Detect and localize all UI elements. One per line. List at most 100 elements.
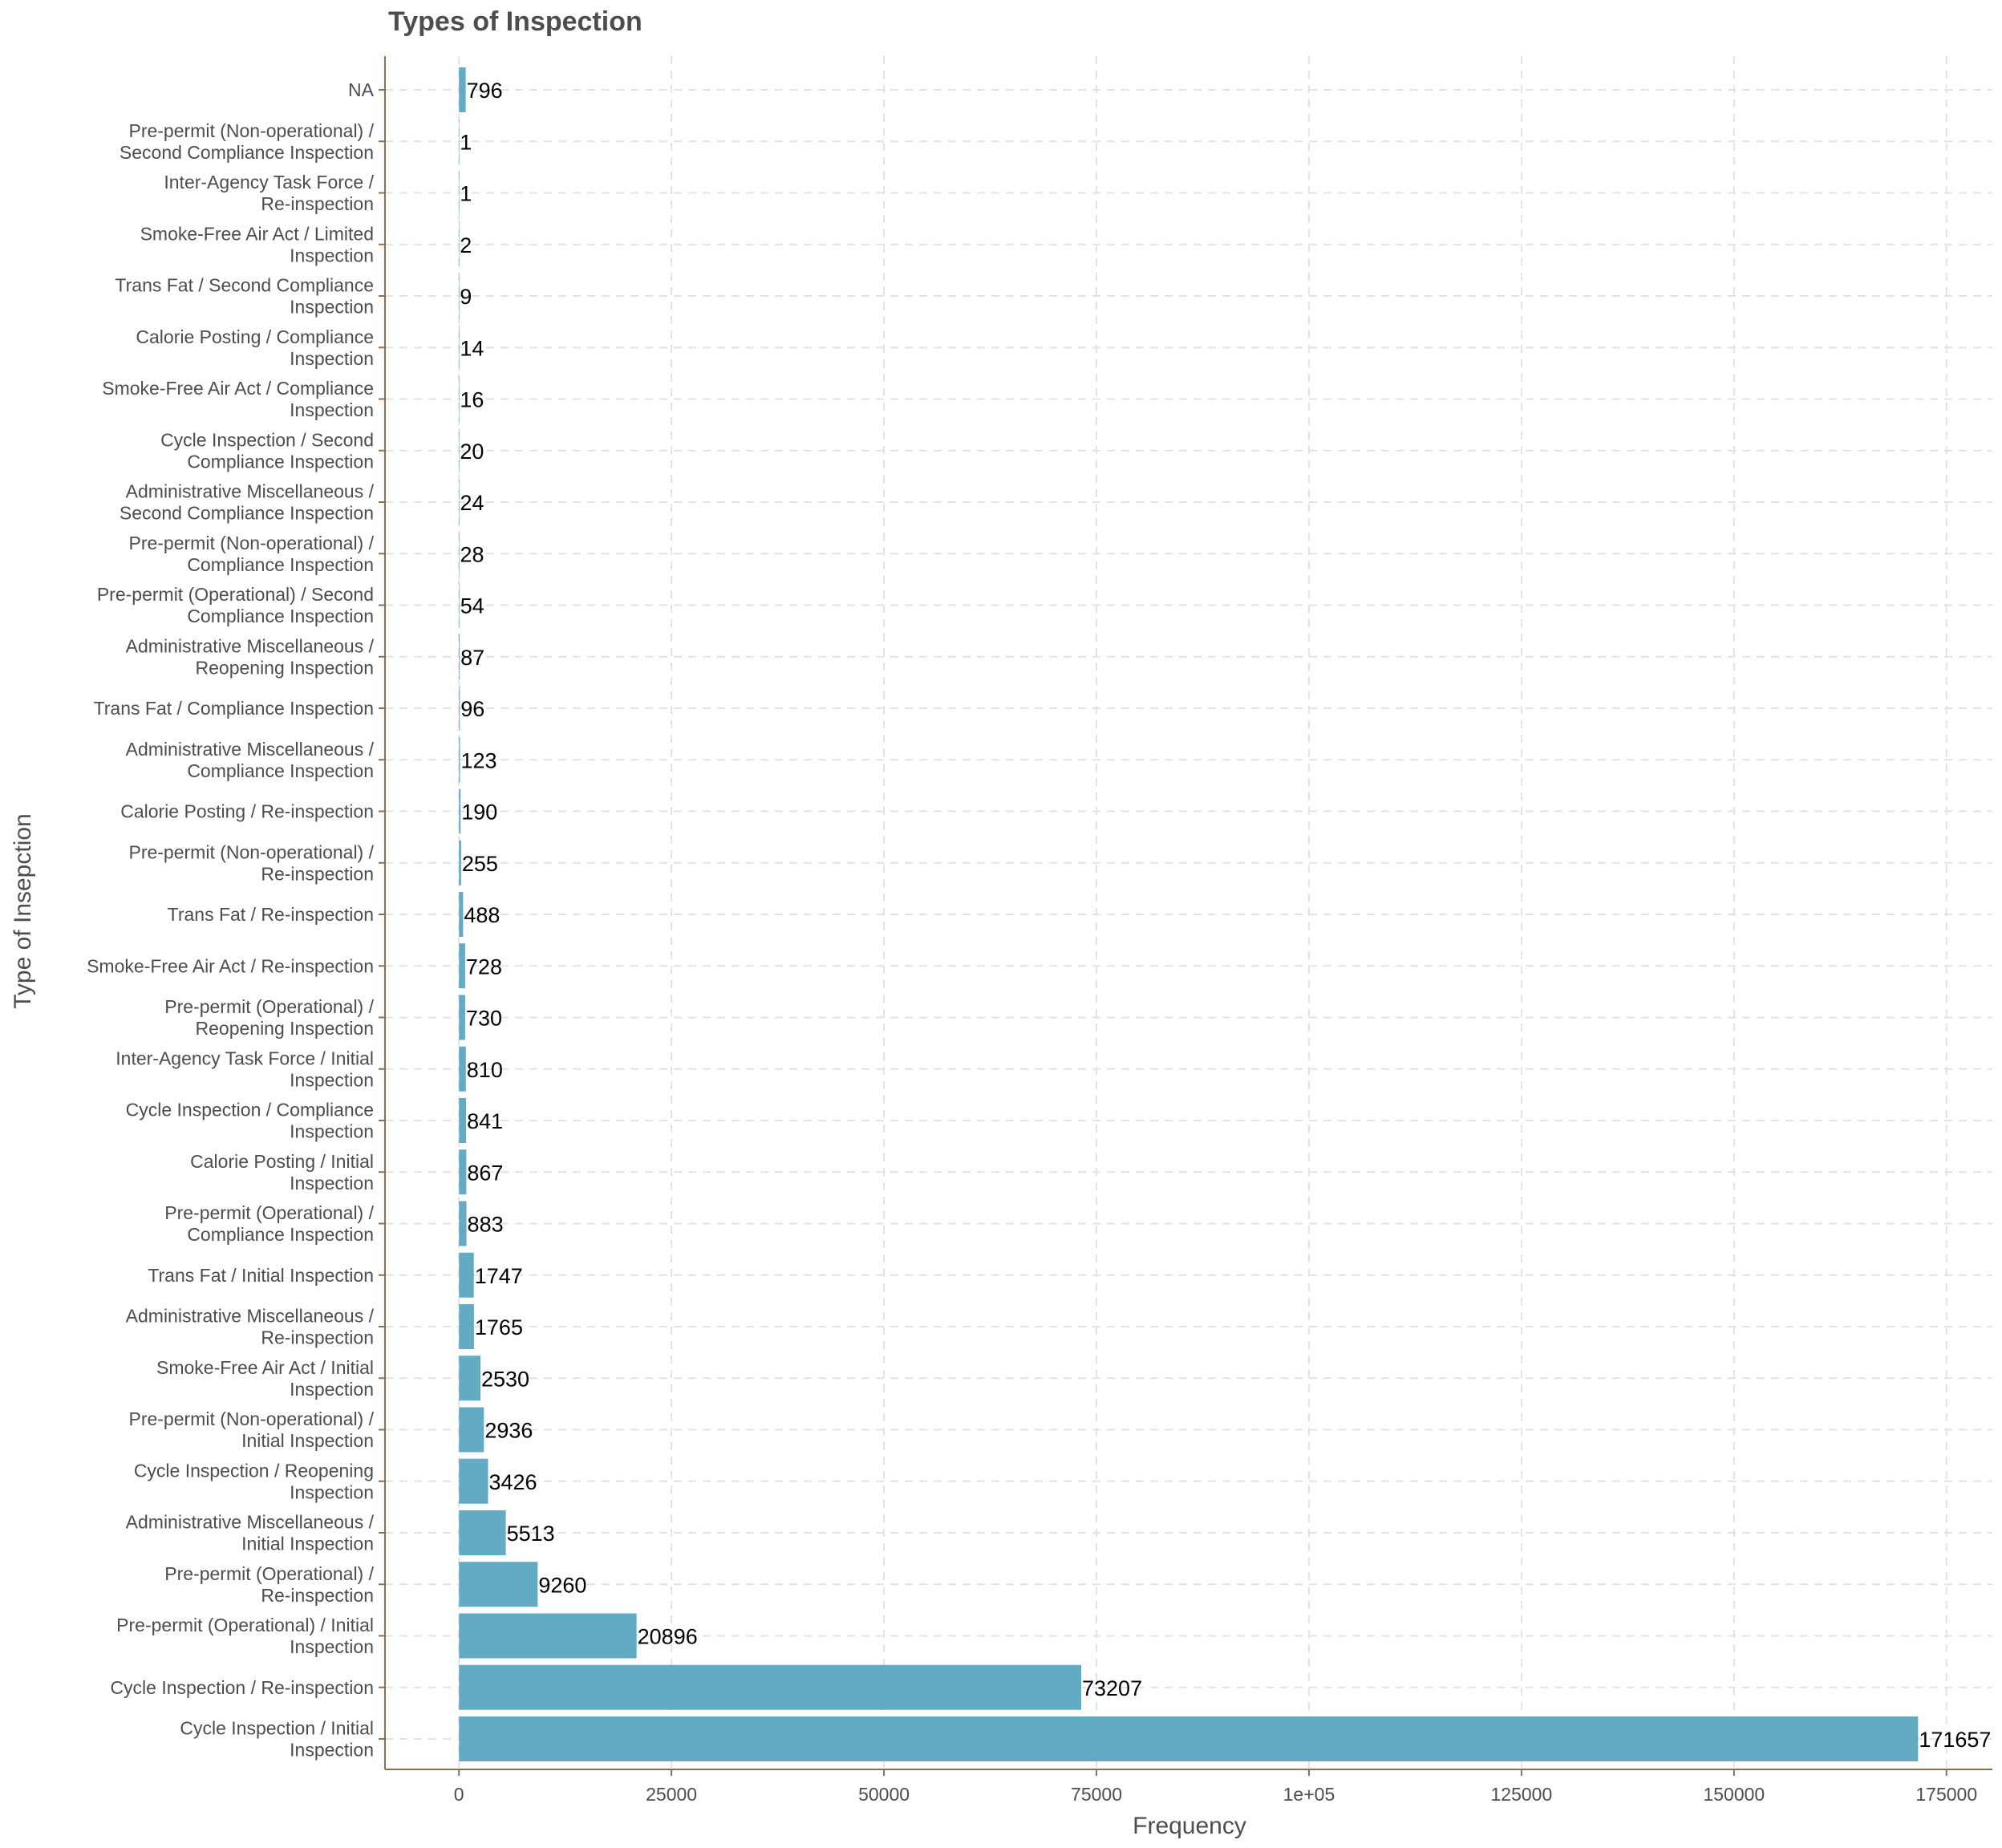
- bar: [459, 1149, 467, 1195]
- bar: [459, 892, 464, 937]
- value-label: 796: [467, 79, 503, 103]
- category-label-line: Pre-permit (Non-operational) /: [128, 533, 374, 553]
- x-tick-label: 25000: [646, 1784, 697, 1805]
- bar: [459, 119, 460, 164]
- category-label-line: Inspection: [290, 1379, 374, 1400]
- value-label: 2530: [481, 1367, 529, 1391]
- category-label-line: Inspection: [290, 1636, 374, 1657]
- category-label-line: Compliance Inspection: [187, 451, 374, 472]
- value-label: 5513: [507, 1522, 555, 1546]
- category-label-line: Inspection: [290, 348, 374, 369]
- category-label: Pre-permit (Operational) / Re-inspection: [164, 1563, 374, 1606]
- category-label-line: Pre-permit (Operational) / Initial: [116, 1615, 374, 1635]
- category-label-line: Compliance Inspection: [187, 606, 374, 626]
- value-label: 28: [460, 542, 484, 566]
- category-label: NA: [348, 79, 375, 100]
- value-label: 14: [460, 336, 484, 360]
- category-label: Pre-permit (Non-operational) / Compliance…: [128, 533, 374, 575]
- category-label-line: Re-inspection: [261, 193, 374, 214]
- category-label: Pre-permit (Operational) / Reopening Insp…: [164, 996, 374, 1039]
- value-label: 9: [460, 285, 472, 309]
- category-label: Calorie Posting / Initial Inspection: [190, 1151, 374, 1194]
- category-label-line: Trans Fat / Initial Inspection: [148, 1265, 374, 1286]
- category-label-line: Cycle Inspection / Second: [160, 429, 374, 450]
- category-label-line: Calorie Posting / Initial: [190, 1151, 374, 1172]
- x-tick-labels: 0 25000 50000 75000 1e+05 125000 150000 175000: [454, 1784, 1977, 1805]
- category-label-line: Compliance Inspection: [187, 1224, 374, 1245]
- category-label-line: Cycle Inspection / Initial: [180, 1718, 374, 1739]
- value-label: 3426: [489, 1470, 537, 1494]
- category-label-line: Re-inspection: [261, 863, 374, 884]
- category-label: Cycle Inspection / Re-inspection: [110, 1677, 374, 1698]
- category-label-line: Inspection: [290, 297, 374, 318]
- category-label-line: Inspection: [290, 1121, 374, 1142]
- x-tick-label: 50000: [858, 1784, 910, 1805]
- bar: [459, 531, 460, 577]
- bar: [459, 1664, 1082, 1710]
- category-label: Cycle Inspection / Reopening Inspection: [134, 1460, 374, 1502]
- category-label-line: Inspection: [290, 1481, 374, 1502]
- value-label: 810: [467, 1058, 503, 1082]
- category-label: Administrative Miscellaneous / Initial In…: [126, 1512, 375, 1554]
- value-label: 728: [466, 954, 502, 979]
- bar: [459, 221, 460, 267]
- category-label: Cycle Inspection / Second Compliance Insp…: [160, 429, 374, 472]
- value-label: 16: [460, 388, 484, 412]
- category-label: Pre-permit (Operational) / Initial Inspec…: [116, 1615, 374, 1657]
- category-label: Pre-permit (Non-operational) / Second Com…: [120, 120, 375, 163]
- bar: [459, 1356, 481, 1401]
- bar: [459, 582, 460, 628]
- category-label-line: Initial Inspection: [241, 1534, 374, 1554]
- category-label-line: Pre-permit (Operational) /: [164, 996, 374, 1017]
- bar: [459, 840, 461, 886]
- bar: [459, 1510, 506, 1555]
- bar: [459, 1458, 488, 1504]
- category-label-line: Administrative Miscellaneous /: [126, 1306, 375, 1327]
- category-label: Trans Fat / Re-inspection: [168, 904, 374, 925]
- category-label-line: Inter-Agency Task Force /: [164, 172, 374, 192]
- bar: [459, 1407, 484, 1453]
- category-label: Cycle Inspection / Compliance Inspection: [126, 1100, 374, 1142]
- value-label: 73207: [1082, 1676, 1142, 1700]
- category-label: Trans Fat / Compliance Inspection: [94, 698, 374, 719]
- value-label: 171657: [1919, 1728, 1991, 1752]
- bar: [459, 634, 460, 679]
- category-label: Pre-permit (Operational) / Compliance Ins…: [164, 1202, 374, 1245]
- value-label: 2: [460, 233, 472, 257]
- x-tick-label: 125000: [1491, 1784, 1553, 1805]
- value-label: 123: [461, 748, 497, 772]
- category-label-line: Calorie Posting / Re-inspection: [120, 801, 374, 822]
- value-label: 87: [460, 646, 484, 670]
- category-label: Cycle Inspection / Initial Inspection: [180, 1718, 374, 1761]
- category-label-line: Pre-permit (Operational) /: [164, 1202, 374, 1223]
- category-label-line: Pre-permit (Non-operational) /: [128, 841, 374, 862]
- bar: [459, 1613, 637, 1659]
- category-label-line: Pre-permit (Non-operational) /: [128, 120, 374, 141]
- category-label: Inter-Agency Task Force / Initial Inspect…: [116, 1048, 374, 1090]
- category-label: Pre-permit (Non-operational) / Re-inspect…: [128, 841, 374, 884]
- category-label: Administrative Miscellaneous / Re-inspect…: [126, 1306, 375, 1348]
- category-label-line: Pre-permit (Non-operational) /: [128, 1408, 374, 1429]
- category-label-line: Pre-permit (Operational) / Second: [97, 584, 374, 605]
- category-label: Pre-permit (Non-operational) / Initial In…: [128, 1408, 374, 1451]
- category-label-line: Smoke-Free Air Act / Re-inspection: [87, 955, 374, 976]
- category-label: Smoke-Free Air Act / Limited Inspection: [140, 223, 374, 265]
- category-label-line: Inspection: [290, 1069, 374, 1090]
- grid-lines: [385, 56, 1992, 1769]
- category-label-line: Inter-Agency Task Force / Initial: [116, 1048, 374, 1068]
- bar: [459, 1562, 538, 1607]
- bar: [459, 1304, 474, 1349]
- axes: [379, 56, 1992, 1776]
- x-tick-label: 75000: [1071, 1784, 1122, 1805]
- bar: [459, 428, 460, 473]
- category-label-line: Cycle Inspection / Compliance: [126, 1100, 374, 1121]
- category-label-line: Inspection: [290, 1740, 374, 1761]
- value-label: 867: [467, 1161, 503, 1185]
- category-label: Administrative Miscellaneous / Reopening …: [126, 635, 375, 678]
- category-label: Trans Fat / Initial Inspection: [148, 1265, 374, 1286]
- category-label-line: Smoke-Free Air Act / Initial: [156, 1357, 374, 1378]
- value-label: 1747: [475, 1264, 523, 1288]
- category-label: Smoke-Free Air Act / Compliance Inspectio…: [102, 378, 374, 420]
- category-label-line: Trans Fat / Second Compliance: [115, 275, 374, 296]
